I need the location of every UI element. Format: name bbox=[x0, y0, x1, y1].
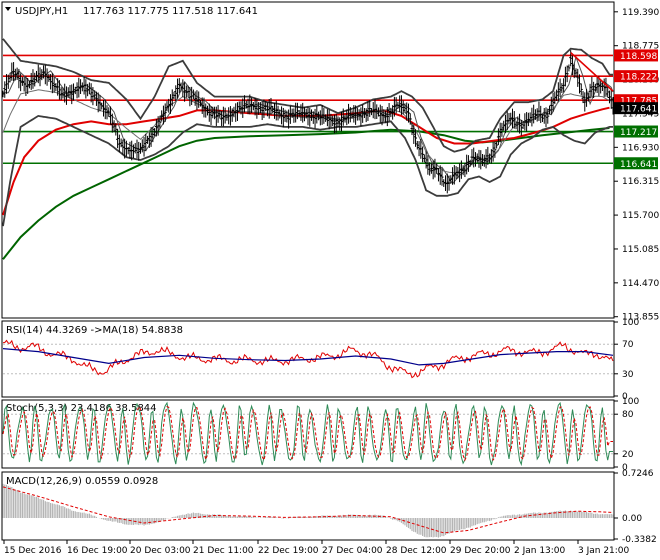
macd-tick-label: 0.00 bbox=[622, 514, 642, 524]
macd-panel[interactable]: MACD(12,26,9) 0.0559 0.0928 bbox=[1, 471, 615, 541]
stoch-panel-frame bbox=[1, 399, 615, 469]
price-tick-label: 113.855 bbox=[622, 313, 659, 323]
time-tick-label: 15 Dec 2016 bbox=[4, 546, 62, 556]
level-tag-green bbox=[614, 125, 658, 138]
macd-panel-frame bbox=[1, 471, 615, 541]
macd-tick-label: -0.3382 bbox=[622, 535, 657, 545]
price-tick-label: 117.545 bbox=[622, 109, 659, 119]
rsi-tick-label: 100 bbox=[622, 318, 639, 328]
rsi-panel-frame bbox=[1, 320, 615, 398]
level-tag-red bbox=[614, 70, 658, 83]
macd-axis: 0.7246 0.00 -0.3382 bbox=[614, 469, 657, 545]
bollinger-lower-line bbox=[2, 114, 613, 227]
rsi-label: RSI(14) 44.3269 ->MA(18) 54.8838 bbox=[6, 325, 183, 336]
level-tag-current bbox=[614, 102, 658, 115]
time-tick-label: 3 Jan 21:00 bbox=[578, 546, 630, 556]
level-tag-red bbox=[614, 49, 658, 62]
ohlc-label: 117.763 117.775 117.518 117.641 bbox=[83, 6, 258, 17]
stoch-axis: 100 80 20 0 bbox=[614, 397, 639, 473]
bollinger-upper-line bbox=[2, 38, 613, 153]
macd-tick-label: 0.7246 bbox=[622, 469, 654, 479]
rsi-ma-line bbox=[2, 348, 614, 366]
stoch-signal-line bbox=[2, 405, 613, 462]
price-tick-label: 116.930 bbox=[622, 143, 659, 153]
rsi-axis: 100 70 30 0 bbox=[614, 318, 639, 402]
price-bars bbox=[1, 50, 615, 194]
rsi-tick-label: 30 bbox=[622, 370, 634, 380]
header: USDJPY,H1 117.763 117.775 117.518 117.64… bbox=[5, 6, 258, 17]
price-panel[interactable] bbox=[1, 1, 615, 319]
level-tag-label: 118.598 bbox=[620, 52, 657, 62]
price-tick-label: 115.700 bbox=[622, 211, 659, 221]
stoch-tick-label: 20 bbox=[622, 450, 634, 460]
price-tick-label: 118.775 bbox=[622, 42, 659, 52]
level-tag-label: 117.641 bbox=[620, 105, 657, 115]
price-tick-label: 116.315 bbox=[622, 177, 659, 187]
price-tick-label: 114.470 bbox=[622, 279, 659, 289]
time-tick-label: 28 Dec 12:00 bbox=[386, 546, 447, 556]
stoch-main-line bbox=[2, 401, 613, 467]
price-tick-label: 115.085 bbox=[622, 245, 659, 255]
level-tag-label: 118.222 bbox=[620, 73, 657, 83]
macd-signal-line bbox=[2, 486, 614, 534]
stoch-tick-label: 100 bbox=[622, 397, 639, 407]
stoch-tick-label: 0 bbox=[622, 463, 628, 473]
triangle-down-icon[interactable] bbox=[5, 7, 11, 11]
level-tag-label: 117.785 bbox=[620, 97, 657, 107]
rsi-tick-label: 70 bbox=[622, 340, 634, 350]
time-tick-label: 2 Jan 13:00 bbox=[514, 546, 566, 556]
price-tick-label: 119.390 bbox=[622, 8, 659, 18]
trend-line bbox=[570, 51, 614, 92]
time-tick-label: 16 Dec 19:00 bbox=[67, 546, 128, 556]
time-tick-label: 22 Dec 19:00 bbox=[258, 546, 319, 556]
time-tick-label: 29 Dec 20:00 bbox=[450, 546, 511, 556]
time-axis: 15 Dec 2016 16 Dec 19:00 20 Dec 03:00 21 De… bbox=[3, 540, 630, 556]
macd-label: MACD(12,26,9) 0.0559 0.0928 bbox=[6, 476, 158, 487]
level-tag-label: 117.217 bbox=[620, 128, 657, 138]
rsi-panel[interactable]: RSI(14) 44.3269 ->MA(18) 54.8838 bbox=[1, 320, 615, 398]
rsi-tick-label: 0 bbox=[622, 392, 628, 402]
time-tick-label: 21 Dec 11:00 bbox=[193, 546, 254, 556]
rsi-line bbox=[2, 339, 614, 379]
stoch-panel[interactable]: Stoch(5,3,3) 23.4186 38.5844 bbox=[1, 399, 615, 469]
stoch-tick-label: 80 bbox=[622, 410, 634, 420]
time-tick-label: 27 Dec 04:00 bbox=[322, 546, 383, 556]
symbol-label: USDJPY,H1 bbox=[15, 6, 68, 17]
time-tick-label: 20 Dec 03:00 bbox=[130, 546, 191, 556]
level-tag-label: 116.641 bbox=[620, 160, 657, 170]
level-tag-green bbox=[614, 157, 658, 170]
